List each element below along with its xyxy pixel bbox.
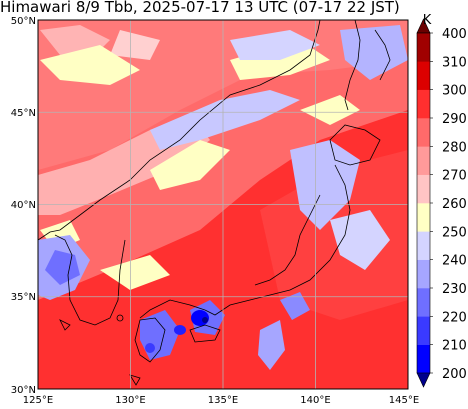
colorbar-tick-label: 240 xyxy=(442,254,467,269)
colorbar-bin xyxy=(417,89,430,119)
colorbar-tick-label: 230 xyxy=(442,282,467,297)
longitude-ticks: 125°E 130°E 135°E 140°E 145°E xyxy=(23,395,419,406)
colorbar-bin xyxy=(417,288,430,317)
colorbar-tick-label: 300 xyxy=(442,84,467,99)
colorbar-bin xyxy=(417,61,430,90)
lat-tick-label: 35°N xyxy=(11,292,36,303)
lat-tick-label: 40°N xyxy=(11,200,36,211)
coastlines xyxy=(38,20,391,386)
colorbar-bin xyxy=(417,174,430,204)
colorbar-bin xyxy=(417,344,430,374)
colorbar-bin xyxy=(417,259,430,289)
latitude-ticks: 30°N 35°N 40°N 45°N 50°N xyxy=(11,16,36,396)
lon-tick-label: 135°E xyxy=(208,395,238,406)
map-title: Himawari 8/9 Tbb, 2025-07-17 13 UTC (07-… xyxy=(0,0,400,16)
colorbar-bin xyxy=(417,118,430,147)
colorbar-bin xyxy=(417,231,430,260)
lon-tick-label: 125°E xyxy=(23,395,53,406)
colorbar-tick-label: 250 xyxy=(442,225,467,240)
lon-tick-label: 130°E xyxy=(115,395,145,406)
colorbar-tick-label: 220 xyxy=(442,310,467,325)
lon-tick-label: 140°E xyxy=(300,395,330,406)
colorbar-bin xyxy=(417,203,430,232)
colorbar-tick-label: 260 xyxy=(442,197,467,212)
colorbar: 200 210 220 230 240 250 260 270 280 290 300 310 400 xyxy=(416,18,467,388)
colorbar-tick-label: 310 xyxy=(442,55,467,70)
colorbar-unit-label: K xyxy=(423,13,432,28)
lat-tick-label: 50°N xyxy=(11,16,36,27)
colorbar-tick-label: 270 xyxy=(442,169,467,184)
colorbar-tick-label: 210 xyxy=(442,339,467,354)
colorbar-tick-label: 280 xyxy=(442,140,467,155)
lat-tick-label: 30°N xyxy=(11,385,36,396)
lat-tick-label: 45°N xyxy=(11,108,36,119)
colorbar-tick-label: 200 xyxy=(442,367,467,382)
map-frame xyxy=(37,19,409,390)
lon-tick-label: 145°E xyxy=(389,395,419,406)
colorbar-tick-label: 290 xyxy=(442,112,467,127)
colorbar-extend-min xyxy=(416,372,431,388)
colorbar-bin xyxy=(417,316,430,345)
colorbar-tick-label: 400 xyxy=(442,27,467,42)
colorbar-bin xyxy=(417,33,430,62)
graticule xyxy=(38,20,408,389)
colorbar-bin xyxy=(417,146,430,175)
